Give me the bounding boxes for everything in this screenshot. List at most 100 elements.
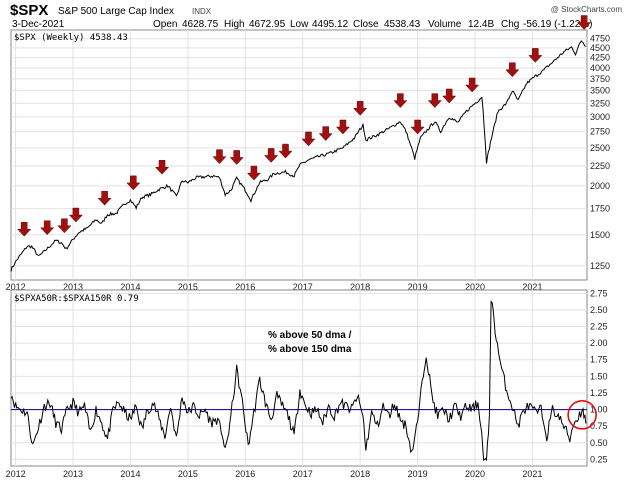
- sell-arrow: [68, 207, 83, 223]
- price-y-tick: 2000: [590, 181, 610, 191]
- ratio-series: [10, 300, 587, 462]
- price-legend: $SPX (Weekly) 4538.43: [14, 33, 128, 43]
- volume-value: 12.4B: [468, 19, 494, 30]
- close-label: Close: [353, 19, 379, 30]
- highlight-circle: [567, 400, 597, 430]
- chg-value: -56.19 (-1.22%): [523, 19, 592, 30]
- ratio-x-axis: 2012 2013 2014 2015 2016 2017 2018 2019 2020 2021: [6, 469, 543, 479]
- chg-label: Chg: [501, 19, 519, 30]
- sell-arrow: [126, 175, 141, 191]
- price-x-tick: 2014: [120, 282, 140, 292]
- ratio-x-tick: 2019: [408, 469, 428, 479]
- price-x-tick: 2015: [178, 282, 198, 292]
- sell-arrow: [301, 131, 316, 147]
- low-label: Low: [290, 19, 309, 30]
- price-x-tick: 2016: [235, 282, 255, 292]
- low-value: 4495.12: [312, 19, 349, 30]
- ratio-y-tick: 1.50: [590, 371, 608, 381]
- price-panel: [10, 29, 588, 281]
- sell-arrow: [229, 150, 244, 165]
- price-x-tick: 2020: [465, 282, 485, 292]
- ratio-y-tick: 1.25: [590, 388, 608, 398]
- ratio-x-tick: 2017: [293, 469, 313, 479]
- price-x-tick: 2012: [6, 282, 26, 292]
- price-y-tick: 3250: [590, 98, 610, 108]
- price-x-tick: 2018: [350, 282, 370, 292]
- sell-arrow: [318, 126, 333, 141]
- price-x-tick: 2013: [63, 282, 83, 292]
- header-name: S&P 500 Large Cap Index: [58, 6, 174, 17]
- price-y-tick: 2750: [590, 127, 610, 137]
- close-value: 4538.43: [384, 19, 421, 30]
- ratio-x-tick: 2020: [465, 469, 485, 479]
- price-y-tick: 4500: [590, 43, 610, 53]
- sell-arrow: [505, 62, 520, 78]
- price-y-tick: 3000: [590, 112, 610, 122]
- ratio-y-tick: 0.25: [590, 454, 608, 464]
- open-value: 4628.75: [182, 19, 219, 30]
- ratio-y-tick: 2.25: [590, 322, 608, 332]
- price-y-tick: 3750: [590, 74, 610, 84]
- ratio-x-tick: 2018: [350, 469, 370, 479]
- ratio-y-axis: 0.25 0.50 0.75 1.00 1.25 1.50 1.75 2.00 2.25 2.50…: [590, 288, 608, 464]
- price-series: [10, 40, 587, 272]
- ratio-y-tick: 2.00: [590, 338, 608, 348]
- sell-arrow: [577, 15, 592, 30]
- ratio-panel: [10, 289, 588, 467]
- ratio-x-tick: 2014: [120, 469, 140, 479]
- sell-arrow: [264, 148, 279, 163]
- price-line: [10, 40, 587, 272]
- ratio-x-tick: 2013: [63, 469, 83, 479]
- sell-arrow: [528, 48, 543, 63]
- price-y-tick: 4000: [590, 63, 610, 73]
- ratio-y-tick: 2.50: [590, 305, 608, 315]
- ratio-y-tick: 0.50: [590, 438, 608, 448]
- sell-arrows: [17, 15, 592, 237]
- sell-arrow: [278, 143, 293, 159]
- ratio-y-tick: 0.75: [590, 421, 608, 431]
- price-y-tick: 2500: [590, 143, 610, 153]
- price-y-tick: 3500: [590, 86, 610, 96]
- sell-arrow: [442, 88, 457, 104]
- price-y-tick: 1250: [590, 261, 610, 271]
- sell-arrow: [335, 119, 351, 135]
- ratio-x-tick: 2015: [178, 469, 198, 479]
- price-x-tick: 2017: [293, 282, 313, 292]
- ratio-x-tick: 2021: [522, 469, 542, 479]
- price-y-tick: 1500: [590, 230, 610, 240]
- price-x-tick: 2019: [408, 282, 428, 292]
- sell-arrow: [465, 77, 480, 93]
- high-label: High: [224, 19, 245, 30]
- sell-arrow: [97, 190, 112, 206]
- ratio-line: [10, 300, 587, 462]
- ratio-y-tick: 1.75: [590, 355, 608, 365]
- header-symbol: $SPX: [10, 2, 48, 19]
- sell-arrow: [427, 93, 442, 108]
- sell-arrow: [353, 101, 368, 116]
- sell-arrow: [393, 93, 408, 108]
- price-y-axis: 1250 1500 1750 2000 2250 2500 2750 3000 3250 3500…: [590, 34, 610, 271]
- sell-arrow: [57, 218, 72, 234]
- sell-arrow: [154, 159, 170, 175]
- sell-arrow: [17, 222, 32, 237]
- volume-label: Volume: [428, 19, 462, 30]
- header-exchange: INDX: [192, 7, 212, 16]
- ratio-annotation-line2: % above 150 dma: [268, 344, 352, 355]
- header-date: 3-Dec-2021: [12, 19, 65, 30]
- price-y-tick: 1750: [590, 204, 610, 214]
- price-grid: [11, 30, 587, 280]
- ratio-legend: $SPXA50R:$SPXA150R 0.79: [14, 294, 139, 304]
- ratio-y-tick: 2.75: [590, 288, 608, 298]
- ratio-y-tick: 1.00: [590, 405, 608, 415]
- ratio-x-tick: 2016: [235, 469, 255, 479]
- open-label: Open: [153, 19, 177, 30]
- ratio-annotation-line1: % above 50 dma /: [268, 330, 352, 341]
- sell-arrow: [40, 220, 55, 236]
- sell-arrow: [246, 165, 261, 181]
- price-x-axis: 2012 2013 2014 2015 2016 2017 2018 2019 2020 2021: [6, 282, 543, 292]
- price-y-tick: 4250: [590, 53, 610, 63]
- price-y-tick: 4750: [590, 34, 610, 44]
- ratio-x-tick: 2012: [6, 469, 26, 479]
- price-y-tick: 2250: [590, 161, 610, 171]
